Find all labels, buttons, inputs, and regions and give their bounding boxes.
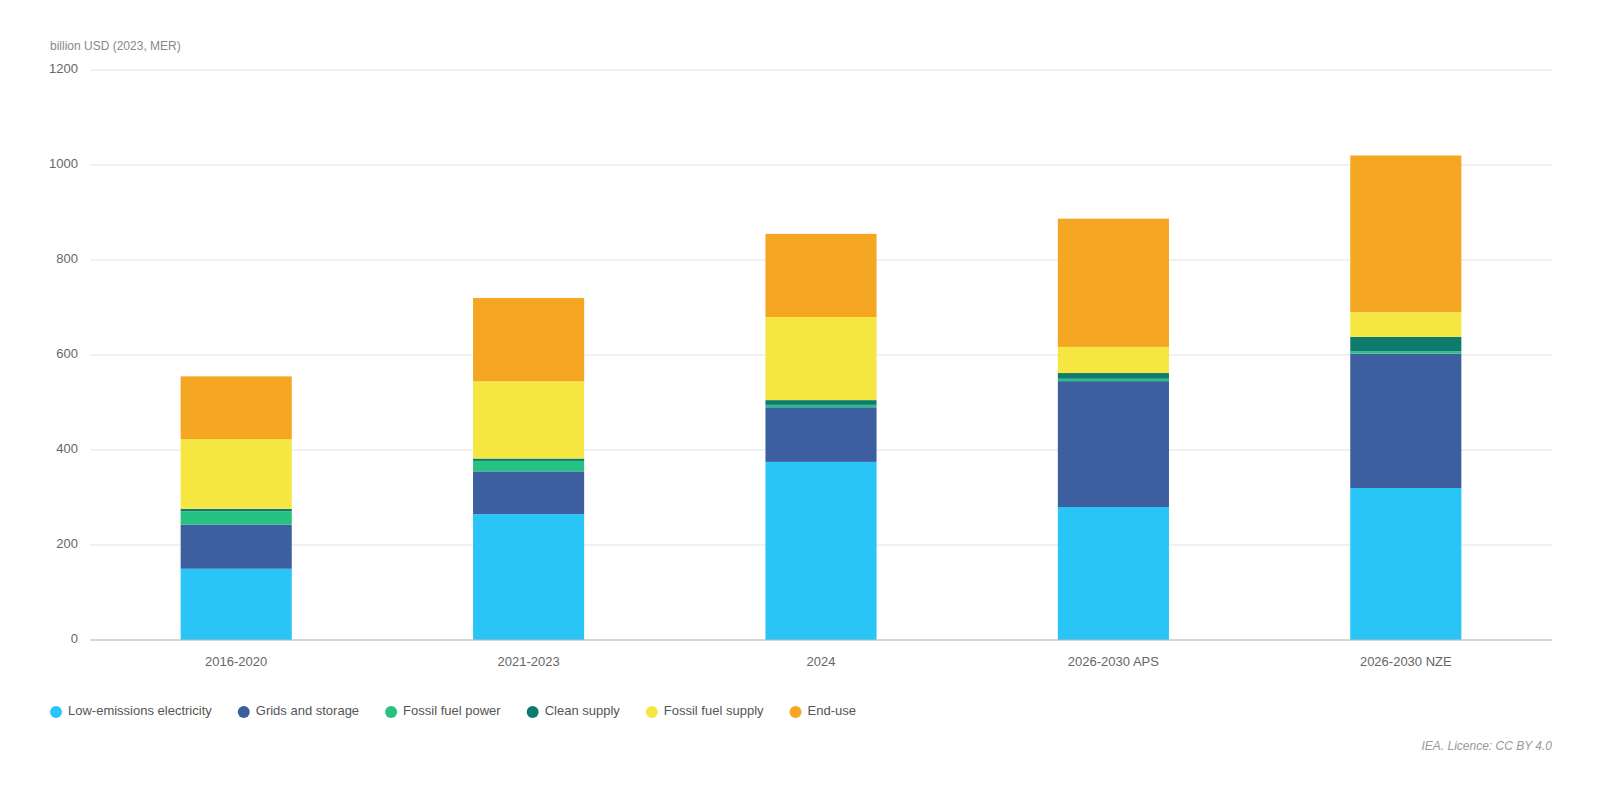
bar-segment	[473, 298, 584, 381]
bar-segment	[765, 462, 876, 640]
legend-swatch	[385, 706, 397, 718]
bar-segment	[181, 569, 292, 640]
y-tick-label: 400	[56, 441, 78, 456]
y-tick-label: 1000	[49, 156, 78, 171]
legend-label: Fossil fuel power	[403, 703, 501, 718]
grid-line	[90, 70, 1552, 71]
legend-swatch	[238, 706, 250, 718]
bar-segment	[1058, 373, 1169, 379]
bar-segment	[473, 514, 584, 640]
legend-label: Clean supply	[545, 703, 621, 718]
bar-segment	[1058, 347, 1169, 373]
bar-segment	[765, 407, 876, 462]
legend-label: Grids and storage	[256, 703, 359, 718]
y-tick-label: 600	[56, 346, 78, 361]
legend-swatch	[790, 706, 802, 718]
grid-line	[90, 640, 1552, 641]
bar-segment	[1350, 354, 1461, 488]
legend-label: End-use	[808, 703, 856, 718]
y-axis: 0 200 400 600 800 1000 1200	[49, 61, 78, 646]
bar-segment	[765, 400, 876, 405]
bar-segment	[765, 317, 876, 400]
bar-segment	[1350, 312, 1461, 337]
bar-segment	[1058, 219, 1169, 347]
bar-segment	[765, 234, 876, 317]
chart-svg: 0200400600800100012002016-20202021-20232…	[0, 0, 1600, 790]
grid-line	[90, 165, 1552, 166]
bar-segment	[473, 471, 584, 514]
bar-segment	[1350, 351, 1461, 353]
bar-segment	[1350, 337, 1461, 351]
bar-segment	[1058, 507, 1169, 640]
x-tick-label: 2024	[807, 654, 836, 669]
bar-segment	[473, 461, 584, 471]
legend: Low-emissions electricity Grids and stora…	[50, 703, 856, 718]
x-tick-label: 2021-2023	[498, 654, 560, 669]
y-tick-label: 800	[56, 251, 78, 266]
bars	[181, 156, 1462, 641]
chart-container: 0200400600800100012002016-20202021-20232…	[0, 0, 1600, 790]
x-tick-label: 2016-2020	[205, 654, 267, 669]
legend-swatch	[50, 706, 62, 718]
bar-segment	[473, 459, 584, 461]
bar-segment	[765, 405, 876, 407]
annotation: IEA. Licence: CC BY 4.0	[1421, 739, 1552, 753]
bar-segment	[473, 381, 584, 458]
x-axis-line	[90, 640, 1552, 641]
bar-segment	[1350, 488, 1461, 640]
legend-swatch	[527, 706, 539, 718]
bar-segment	[181, 511, 292, 524]
bar-segment	[181, 439, 292, 509]
legend-swatch	[646, 706, 658, 718]
grid	[90, 70, 1552, 640]
bar-segment	[1058, 379, 1169, 381]
x-tick-label: 2026-2030 NZE	[1360, 654, 1452, 669]
y-axis-label: billion USD (2023, MER)	[50, 39, 181, 53]
bar-segment	[181, 376, 292, 439]
bar-segment	[1350, 156, 1461, 313]
y-tick-label: 1200	[49, 61, 78, 76]
bar-segment	[181, 525, 292, 569]
y-tick-label: 0	[71, 631, 78, 646]
y-tick-label: 200	[56, 536, 78, 551]
x-tick-label: 2026-2030 APS	[1068, 654, 1159, 669]
bar-segment	[1058, 381, 1169, 507]
bar-segment	[181, 509, 292, 511]
x-axis: 2016-2020 2021-2023 2024 2026-2030 APS 2026-…	[90, 640, 1552, 669]
legend-label: Fossil fuel supply	[664, 703, 764, 718]
legend-label: Low-emissions electricity	[68, 703, 212, 718]
